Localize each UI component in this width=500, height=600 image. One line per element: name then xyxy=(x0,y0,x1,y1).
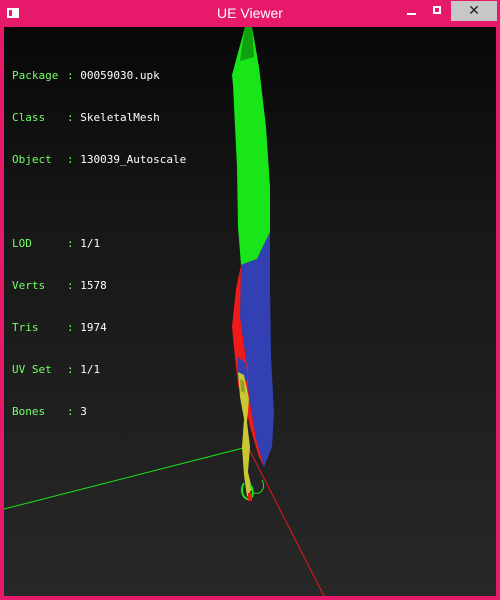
mesh-green-part xyxy=(232,27,270,265)
3d-viewport[interactable]: Package: 00059030.upk Class : SkeletalMe… xyxy=(4,27,496,596)
mesh-green-curve xyxy=(253,479,265,494)
minimize-button[interactable] xyxy=(398,1,424,21)
mesh-red-part xyxy=(232,265,264,467)
mesh-yellow-strand xyxy=(238,372,252,497)
x-axis-line xyxy=(4,446,248,510)
info-row-verts: Verts : 1578 xyxy=(12,279,107,292)
y-axis-line xyxy=(247,446,325,596)
info-row-bones: Bones : 3 xyxy=(12,405,87,418)
window-title: UE Viewer xyxy=(217,5,283,21)
info-row-lod: LOD : 1/1 xyxy=(12,237,101,250)
mesh-red-tip xyxy=(248,493,252,501)
mesh-info-panel: Package: 00059030.upk Class : SkeletalMe… xyxy=(12,41,186,447)
mesh-green-shade xyxy=(240,27,254,61)
mesh-render xyxy=(4,27,325,596)
close-button[interactable]: ✕ xyxy=(451,1,497,21)
info-row-class: Class : SkeletalMesh xyxy=(12,111,160,124)
mesh-yellow-shade xyxy=(240,379,245,393)
maximize-button[interactable] xyxy=(424,1,451,21)
info-row-uvset: UV Set : 1/1 xyxy=(12,363,101,376)
title-bar[interactable]: UE Viewer ✕ xyxy=(0,0,500,27)
info-row-package: Package: 00059030.upk xyxy=(12,69,160,82)
info-row-tris: Tris : 1974 xyxy=(12,321,107,334)
mesh-blue-part xyxy=(240,232,274,467)
info-row-object: Object : 130039_Autoscale xyxy=(12,153,187,166)
app-icon[interactable] xyxy=(7,8,19,18)
